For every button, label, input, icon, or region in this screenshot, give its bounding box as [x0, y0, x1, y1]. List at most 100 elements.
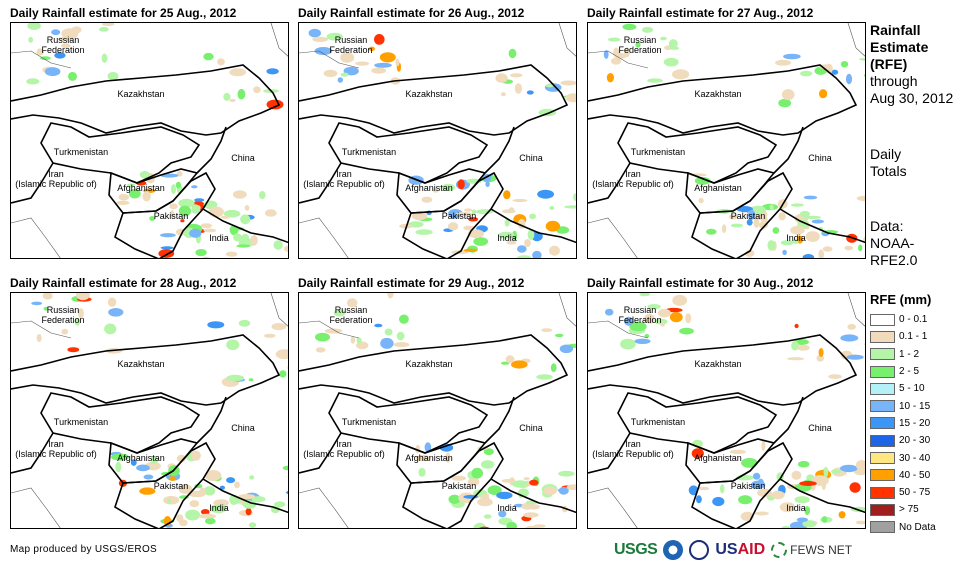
rainfall-cell	[576, 502, 577, 511]
rainfall-cell	[282, 465, 288, 471]
rainfall-cell	[523, 512, 539, 518]
country-label-iran_2: (Islamic Republic of)	[303, 449, 385, 459]
rainfall-cell	[26, 78, 40, 85]
side-through-1: through	[870, 73, 918, 89]
rainfall-cell	[509, 73, 523, 78]
rainfall-cell	[754, 511, 769, 516]
rainfall-cell	[259, 191, 266, 200]
rainfall-cell	[799, 210, 810, 218]
country-label-kazakhstan: Kazakhstan	[694, 89, 742, 99]
rainfall-cell	[108, 308, 124, 317]
rainfall-cell	[635, 41, 641, 48]
country-label-iran_1: Iran	[336, 439, 352, 449]
rainfall-cell	[463, 248, 477, 252]
side-title-2: Estimate	[870, 39, 929, 55]
country-label-pakistan: Pakistan	[730, 211, 766, 221]
rainfall-cell	[840, 334, 859, 342]
rainfall-cell	[189, 500, 200, 508]
rainfall-cell	[603, 50, 609, 59]
country-label-china: China	[231, 153, 255, 163]
country-label-turkmenistan: Turkmenistan	[341, 417, 397, 427]
rainfall-cell	[283, 245, 288, 252]
rainfall-cell	[253, 86, 261, 94]
rainfall-cell	[721, 224, 727, 234]
rainfall-cell	[738, 495, 753, 505]
map-svg	[299, 23, 576, 258]
country-label-iran_1: Iran	[48, 439, 64, 449]
rainfall-cell	[500, 92, 506, 97]
rainfall-cell	[249, 522, 257, 528]
rainfall-cell	[473, 237, 489, 246]
rainfall-cell	[396, 331, 405, 341]
country-borders	[299, 293, 576, 528]
rainfall-cell	[696, 495, 702, 504]
rainfall-cell	[288, 100, 289, 103]
rainfall-map: Russian Federation Kazakhstan Turkmenistan I…	[10, 22, 289, 259]
rainfall-cell	[36, 48, 44, 56]
rainfall-cell	[501, 361, 510, 365]
rainfall-cell	[672, 69, 690, 80]
rainfall-cell	[266, 68, 279, 75]
rainfall-cell	[545, 220, 561, 232]
doc-seal-icon	[689, 540, 710, 560]
legend-item: 10 - 15	[870, 397, 936, 414]
country-label-russia_1: Russian	[623, 35, 657, 45]
rainfall-cell	[312, 36, 328, 42]
rainfall-cell	[846, 354, 864, 360]
rainfall-cell	[315, 347, 326, 353]
rainfall-cell	[791, 340, 799, 351]
rainfall-cell	[781, 89, 795, 101]
country-label-russia_2: Federation	[329, 45, 373, 55]
rainfall-cell	[647, 78, 663, 83]
rainfall-cell	[61, 43, 71, 49]
fews-net-logo: FEWS NET	[771, 542, 852, 558]
rainfall-cell	[223, 92, 231, 101]
rainfall-cell	[545, 84, 554, 88]
rainfall-cell	[639, 293, 650, 297]
country-label-afghanistan: Afghanistan	[694, 453, 742, 463]
rainfall-cell	[200, 509, 210, 515]
rainfall-cell	[199, 487, 206, 497]
rainfall-cell	[232, 190, 247, 199]
rainfall-cell	[223, 209, 241, 218]
rainfall-cell	[845, 73, 853, 85]
rainfall-cell	[483, 514, 492, 519]
rainfall-cell	[356, 337, 362, 344]
rainfall-panel: Daily Rainfall estimate for 28 Aug., 201…	[10, 276, 290, 529]
country-label-india: India	[497, 233, 517, 243]
legend-swatch	[870, 400, 895, 413]
rainfall-cell	[237, 88, 246, 100]
legend-item: 2 - 5	[870, 363, 936, 380]
rainfall-cell	[761, 440, 766, 451]
rainfall-cell	[249, 475, 255, 480]
rainfall-cell	[856, 195, 865, 202]
rainfall-panel: Daily Rainfall estimate for 26 Aug., 201…	[298, 6, 578, 259]
rainfall-cell	[202, 256, 210, 258]
legend-label: 1 - 2	[899, 348, 920, 360]
country-label-turkmenistan: Turkmenistan	[53, 417, 109, 427]
rainfall-cell	[840, 61, 849, 68]
panel-title: Daily Rainfall estimate for 30 Aug., 201…	[587, 276, 814, 290]
country-label-china: China	[808, 153, 832, 163]
rainfall-cell	[198, 513, 216, 519]
rainfall-cell	[374, 34, 385, 45]
rainfall-cell	[541, 328, 553, 332]
rainfall-cell	[729, 449, 746, 454]
rainfall-cell	[244, 205, 250, 211]
rainfall-cell	[238, 319, 251, 327]
rainfall-cell	[473, 522, 486, 528]
country-label-iran_2: (Islamic Republic of)	[15, 179, 97, 189]
rainfall-cell	[858, 57, 865, 61]
legend-label: 0.1 - 1	[899, 331, 928, 343]
rainfall-cell	[178, 484, 193, 494]
rainfall-cell	[287, 365, 288, 370]
legend-label: No Data	[899, 521, 936, 533]
rainfall-panel: Daily Rainfall estimate for 30 Aug., 201…	[587, 276, 867, 529]
country-label-kazakhstan: Kazakhstan	[117, 359, 165, 369]
rainfall-cell	[340, 52, 355, 63]
legend-swatch	[870, 521, 895, 534]
rainfall-cell	[512, 230, 517, 241]
country-label-india: India	[209, 503, 229, 513]
rainfall-cell	[168, 476, 177, 481]
rainfall-cell	[158, 249, 175, 258]
